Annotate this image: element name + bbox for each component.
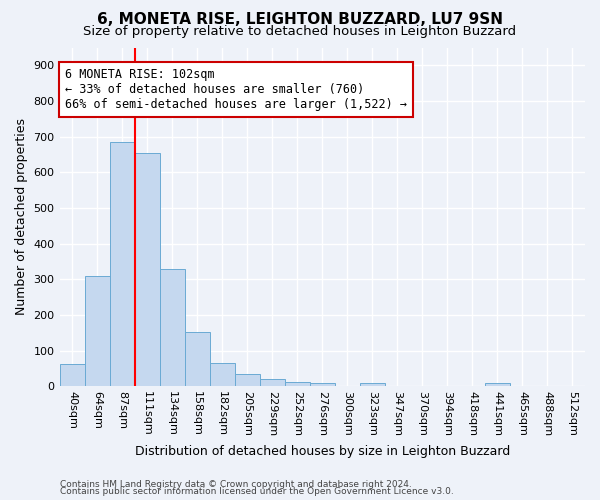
Bar [485, 384, 510, 386]
Bar [110, 142, 134, 386]
Text: Contains public sector information licensed under the Open Government Licence v3: Contains public sector information licen… [60, 488, 454, 496]
Bar [260, 379, 285, 386]
Bar [85, 276, 110, 386]
Bar [209, 363, 235, 386]
Bar [360, 382, 385, 386]
Bar [285, 382, 310, 386]
Bar [185, 332, 209, 386]
Bar [134, 152, 160, 386]
Text: Contains HM Land Registry data © Crown copyright and database right 2024.: Contains HM Land Registry data © Crown c… [60, 480, 412, 489]
Text: 6 MONETA RISE: 102sqm
← 33% of detached houses are smaller (760)
66% of semi-det: 6 MONETA RISE: 102sqm ← 33% of detached … [65, 68, 407, 111]
Bar [160, 268, 185, 386]
Bar [235, 374, 260, 386]
X-axis label: Distribution of detached houses by size in Leighton Buzzard: Distribution of detached houses by size … [134, 444, 510, 458]
Text: Size of property relative to detached houses in Leighton Buzzard: Size of property relative to detached ho… [83, 25, 517, 38]
Y-axis label: Number of detached properties: Number of detached properties [15, 118, 28, 316]
Text: 6, MONETA RISE, LEIGHTON BUZZARD, LU7 9SN: 6, MONETA RISE, LEIGHTON BUZZARD, LU7 9S… [97, 12, 503, 28]
Bar [59, 364, 85, 386]
Bar [310, 382, 335, 386]
